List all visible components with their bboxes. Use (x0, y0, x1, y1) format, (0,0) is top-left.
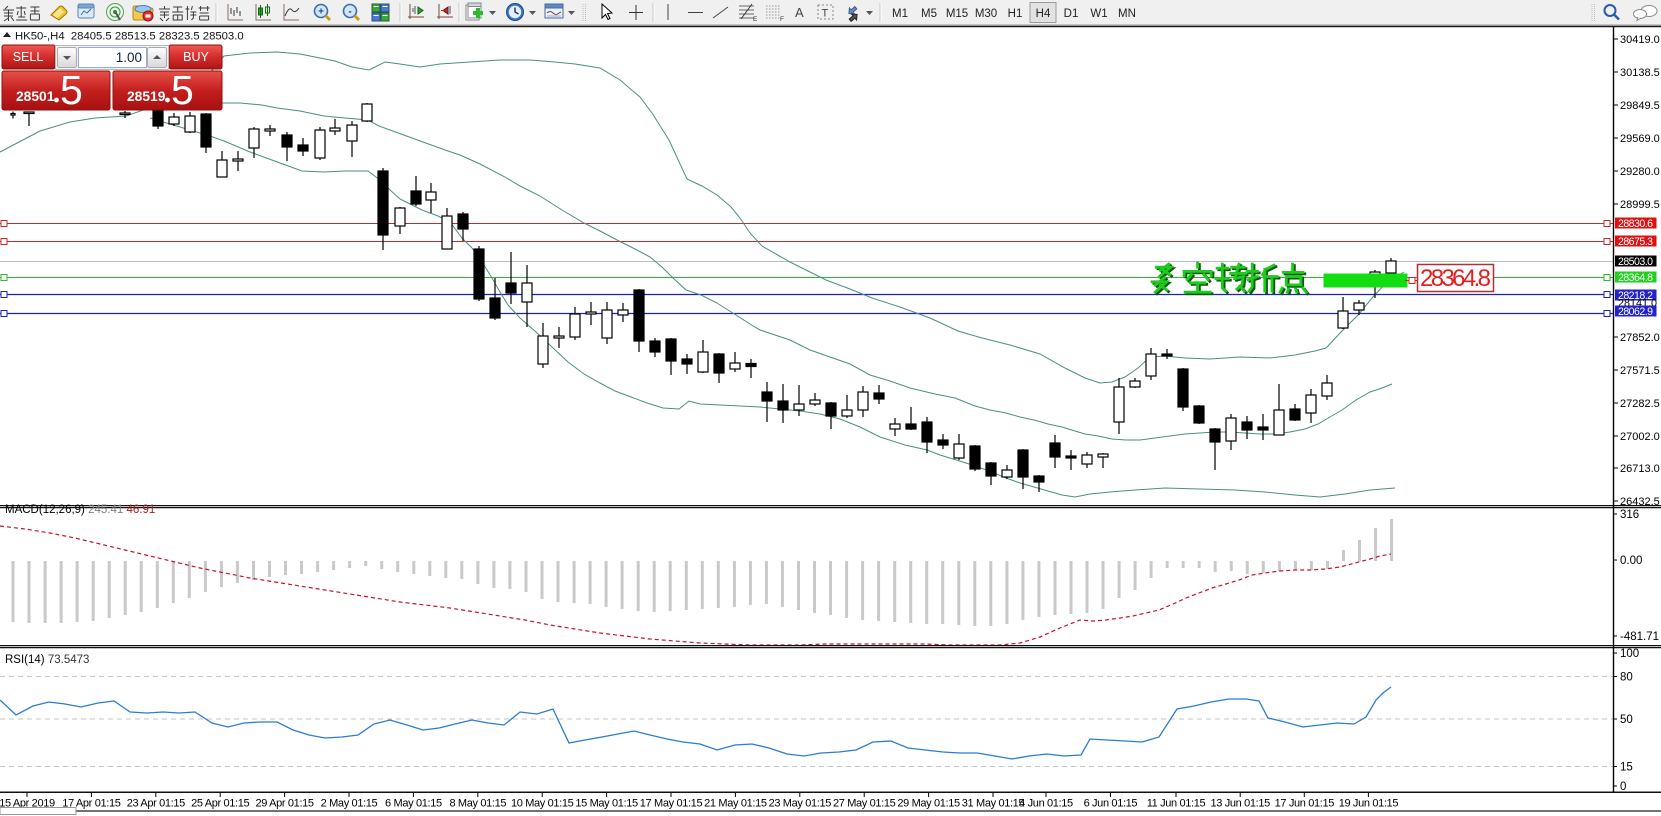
svg-text:28519: 28519 (127, 89, 166, 104)
svg-text:27282.5: 27282.5 (1620, 398, 1660, 410)
svg-text:6 May 01:15: 6 May 01:15 (385, 798, 442, 810)
svg-text:11 Jun 01:15: 11 Jun 01:15 (1147, 798, 1206, 810)
svg-text:28062.9: 28062.9 (1618, 306, 1653, 318)
svg-text:HK50-,H4 28405.5 28513.5 2832: HK50-,H4 28405.5 28513.5 28323.5 28503.0 (15, 31, 244, 43)
svg-text:8 May 01:15: 8 May 01:15 (449, 798, 506, 810)
svg-text:17 Jun 01:15: 17 Jun 01:15 (1275, 798, 1335, 810)
svg-text:27852.0: 27852.0 (1620, 332, 1660, 344)
svg-text:-481.71: -481.71 (1620, 631, 1659, 643)
svg-text:50: 50 (1620, 714, 1633, 726)
svg-text:5: 5 (60, 67, 83, 113)
svg-text:100: 100 (1620, 648, 1639, 660)
svg-text:26432.5: 26432.5 (1620, 496, 1660, 508)
svg-text:29569.0: 29569.0 (1620, 133, 1660, 145)
svg-text:D1: D1 (1064, 8, 1079, 20)
svg-text:28675.3: 28675.3 (1618, 236, 1653, 248)
svg-text:15: 15 (1620, 762, 1633, 774)
svg-text:28364.8: 28364.8 (1420, 265, 1491, 292)
svg-text:19 Jun 01:15: 19 Jun 01:15 (1339, 798, 1399, 810)
svg-text:27002.0: 27002.0 (1620, 431, 1660, 443)
svg-text:MN: MN (1118, 8, 1136, 20)
svg-text:0.00: 0.00 (1620, 555, 1642, 567)
svg-text:1.00: 1.00 (116, 50, 142, 65)
svg-text:28218.2: 28218.2 (1618, 290, 1653, 302)
svg-text:M15: M15 (946, 8, 968, 20)
svg-text:RSI(14) 73.5473: RSI(14) 73.5473 (5, 654, 89, 666)
svg-text:M1: M1 (892, 8, 908, 20)
svg-text:25 Apr 01:15: 25 Apr 01:15 (191, 798, 249, 810)
svg-text:15 Apr 2019: 15 Apr 2019 (0, 798, 55, 810)
svg-text:29280.0: 29280.0 (1620, 166, 1660, 178)
svg-text:21 May 01:15: 21 May 01:15 (704, 798, 767, 810)
svg-text:MACD(12,26,9) 245.41 46.91: MACD(12,26,9) 245.41 46.91 (5, 504, 155, 516)
svg-text:T: T (822, 8, 829, 20)
svg-text:29 May 01:15: 29 May 01:15 (897, 798, 960, 810)
svg-text:0: 0 (1620, 781, 1626, 793)
svg-text:SELL: SELL (13, 50, 44, 64)
svg-text:H1: H1 (1008, 8, 1023, 20)
svg-text:29 Apr 01:15: 29 Apr 01:15 (256, 798, 314, 810)
svg-text:80: 80 (1620, 672, 1633, 684)
svg-text:23 Apr 01:15: 23 Apr 01:15 (127, 798, 185, 810)
svg-text:BUY: BUY (183, 50, 209, 64)
svg-text:10 May 01:15: 10 May 01:15 (511, 798, 574, 810)
svg-text:W1: W1 (1090, 8, 1107, 20)
svg-text:4 Jun 01:15: 4 Jun 01:15 (1019, 798, 1073, 810)
svg-text:6 Jun 01:15: 6 Jun 01:15 (1084, 798, 1138, 810)
svg-text:23 May 01:15: 23 May 01:15 (769, 798, 832, 810)
svg-text:M5: M5 (921, 8, 937, 20)
svg-text:31 May 01:15: 31 May 01:15 (962, 798, 1025, 810)
svg-text:28503.0: 28503.0 (1618, 256, 1653, 268)
svg-text:15 May 01:15: 15 May 01:15 (575, 798, 638, 810)
svg-text:27 May 01:15: 27 May 01:15 (833, 798, 896, 810)
svg-text:28999.5: 28999.5 (1620, 199, 1660, 211)
svg-text:29849.5: 29849.5 (1620, 100, 1660, 112)
svg-text:17 May 01:15: 17 May 01:15 (640, 798, 703, 810)
svg-text:17 Apr 01:15: 17 Apr 01:15 (62, 798, 120, 810)
svg-text:5: 5 (171, 67, 194, 113)
svg-text:M30: M30 (975, 8, 997, 20)
svg-text:30138.5: 30138.5 (1620, 67, 1660, 79)
svg-text:+: + (318, 7, 324, 18)
svg-text:13 Jun 01:15: 13 Jun 01:15 (1210, 798, 1270, 810)
svg-text:316: 316 (1620, 509, 1639, 521)
svg-text:26713.0: 26713.0 (1620, 463, 1660, 475)
svg-text:-: - (348, 7, 351, 18)
svg-text:30419.0: 30419.0 (1620, 34, 1660, 46)
svg-text:2 May 01:15: 2 May 01:15 (321, 798, 378, 810)
svg-text:F: F (780, 16, 784, 23)
svg-text:A: A (795, 5, 804, 20)
svg-text:E: E (753, 16, 758, 23)
svg-text:27571.5: 27571.5 (1620, 365, 1660, 377)
svg-text:H4: H4 (1036, 8, 1051, 20)
svg-text:28830.6: 28830.6 (1618, 218, 1653, 230)
svg-text:28501: 28501 (16, 89, 55, 104)
svg-text:28364.8: 28364.8 (1618, 272, 1653, 284)
